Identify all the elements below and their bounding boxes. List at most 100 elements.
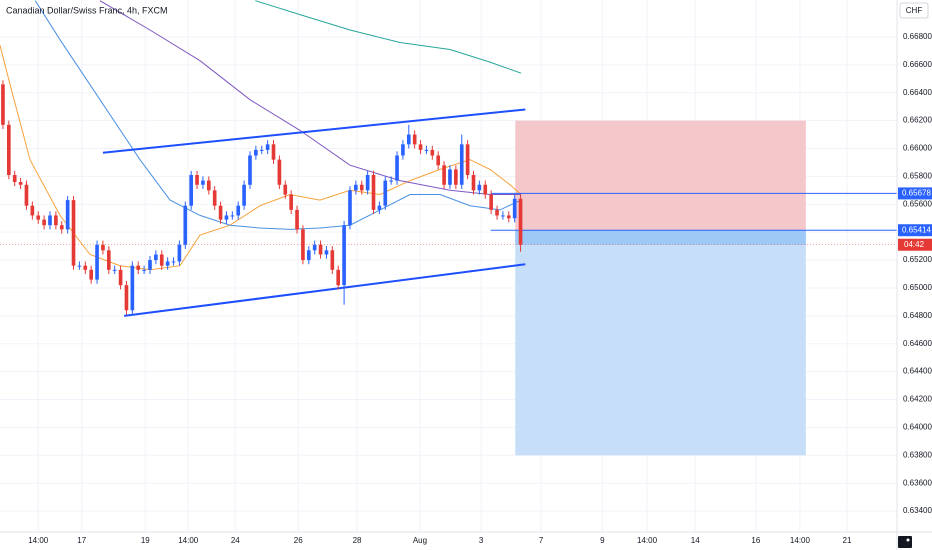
candle-body <box>136 265 141 270</box>
y-tick-label: 0.64200 <box>903 395 932 404</box>
candle-body <box>95 244 99 280</box>
candle-body <box>401 144 405 156</box>
trend-line <box>102 108 526 154</box>
candle-body <box>12 175 17 182</box>
currency-label[interactable]: CHF <box>906 6 923 15</box>
candle-body <box>30 205 35 216</box>
candle-body <box>265 144 270 150</box>
candle-body <box>71 200 76 266</box>
x-tick-label: 24 <box>231 536 240 545</box>
candle-body <box>101 244 105 251</box>
y-tick-label: 0.64800 <box>903 311 932 320</box>
x-tick-label: 14:00 <box>28 536 49 545</box>
axes: 0.66800 0.66600 0.66400 0.66200 0.66000 0.658… <box>28 32 932 545</box>
candle-body <box>324 250 329 255</box>
candle-body <box>471 175 476 191</box>
candle-body <box>459 144 464 185</box>
candle-body <box>501 215 505 217</box>
candle-body <box>36 215 41 220</box>
candle-body <box>154 254 158 261</box>
y-tick-label: 0.63600 <box>903 478 932 487</box>
x-tick-label: 19 <box>141 536 150 545</box>
active-zone <box>515 230 806 245</box>
candle-body <box>371 175 376 210</box>
candle-body <box>306 250 311 261</box>
candle-body <box>112 269 117 271</box>
candle-body <box>518 198 523 245</box>
candle-body <box>436 155 441 166</box>
x-tick-label: 17 <box>77 536 86 545</box>
candle-body <box>48 215 52 226</box>
candle-body <box>242 184 246 206</box>
candle-body <box>430 149 435 156</box>
currency-button[interactable] <box>899 2 929 19</box>
candle-body <box>142 269 146 271</box>
x-tick-label: 7 <box>539 536 544 545</box>
candle-body <box>477 184 482 191</box>
candle-body <box>124 285 129 311</box>
candle-body <box>448 169 452 185</box>
candle-body <box>424 149 429 151</box>
x-tick-label: 9 <box>600 536 605 545</box>
candle-body <box>183 205 188 245</box>
candle-body <box>201 180 205 185</box>
x-tick-label: 14:00 <box>178 536 199 545</box>
candle-body <box>406 134 411 145</box>
candle-body <box>195 175 199 185</box>
moving-average <box>99 0 522 195</box>
level-tag <box>898 187 932 200</box>
x-tick-label: 3 <box>479 536 484 545</box>
x-tick-label: 16 <box>751 536 760 545</box>
candle-body <box>271 144 276 160</box>
y-tick-label: 0.64600 <box>903 339 932 348</box>
x-tick-label: 14 <box>691 536 700 545</box>
y-tick-label: 0.66400 <box>903 88 932 97</box>
y-tick-label: 0.65200 <box>903 255 932 264</box>
candle-body <box>342 225 346 286</box>
y-tick-label: 0.66800 <box>903 32 932 41</box>
candle-body <box>171 261 176 263</box>
candle-body <box>165 261 170 266</box>
y-tick-label: 0.65800 <box>903 172 932 181</box>
candle-body <box>312 244 317 251</box>
candle-body <box>218 205 223 220</box>
candle-body <box>512 198 517 219</box>
candle-body <box>259 149 264 151</box>
y-tick-label: 0.64400 <box>903 367 932 376</box>
candle-body <box>42 219 46 226</box>
y-tick-label: 0.66000 <box>903 144 932 153</box>
candle-body <box>59 225 64 230</box>
candle-body <box>254 149 258 156</box>
x-tick-label: 26 <box>294 536 303 545</box>
candle-body <box>383 180 388 206</box>
candle-body <box>289 194 293 210</box>
candle-body <box>224 215 229 220</box>
candle-body <box>24 184 29 206</box>
candle-body <box>130 265 135 311</box>
candle-body <box>148 260 152 270</box>
candle-body <box>418 144 423 150</box>
moving-average <box>255 0 522 74</box>
x-tick-label: Aug <box>413 536 427 545</box>
candle-body <box>77 265 82 267</box>
candle-body <box>389 180 393 182</box>
candle-body <box>65 200 70 230</box>
candle-body <box>483 184 488 195</box>
y-tick-label: 0.65000 <box>903 283 932 292</box>
logo <box>898 536 912 548</box>
candle-body <box>206 180 211 191</box>
level-label: 0.65414 <box>902 225 931 234</box>
candle-body <box>54 215 58 226</box>
candle-body <box>301 229 305 261</box>
candle-body <box>106 250 111 270</box>
candle-body <box>359 184 364 191</box>
candle-body <box>330 250 335 270</box>
trend-line <box>123 263 526 317</box>
candle-body <box>89 269 93 280</box>
candle-body <box>412 134 417 145</box>
y-tick-label: 0.66600 <box>903 60 932 69</box>
stop-zone <box>515 120 806 231</box>
candle-body <box>236 205 241 216</box>
